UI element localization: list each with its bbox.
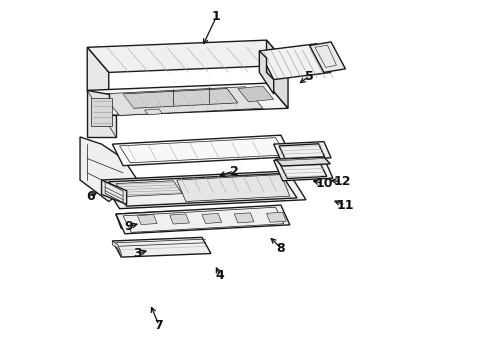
Polygon shape bbox=[87, 90, 116, 137]
Text: 2: 2 bbox=[230, 165, 239, 177]
Text: 7: 7 bbox=[154, 319, 163, 332]
Polygon shape bbox=[170, 214, 190, 224]
Polygon shape bbox=[275, 157, 330, 166]
Text: 10: 10 bbox=[315, 177, 333, 190]
Polygon shape bbox=[177, 175, 290, 202]
Polygon shape bbox=[259, 51, 274, 94]
Polygon shape bbox=[274, 158, 333, 181]
Polygon shape bbox=[101, 180, 126, 204]
Text: 12: 12 bbox=[333, 175, 350, 188]
Polygon shape bbox=[80, 137, 137, 202]
Polygon shape bbox=[91, 98, 112, 126]
Polygon shape bbox=[125, 214, 144, 225]
Polygon shape bbox=[101, 87, 263, 116]
Polygon shape bbox=[112, 135, 292, 166]
Text: 1: 1 bbox=[212, 10, 220, 23]
Text: 8: 8 bbox=[276, 242, 285, 255]
Polygon shape bbox=[87, 83, 288, 116]
Text: 5: 5 bbox=[305, 69, 314, 82]
Text: 9: 9 bbox=[124, 220, 133, 233]
Polygon shape bbox=[116, 205, 290, 234]
Polygon shape bbox=[101, 171, 306, 209]
Text: 11: 11 bbox=[337, 199, 354, 212]
Polygon shape bbox=[238, 86, 274, 102]
Polygon shape bbox=[202, 213, 221, 224]
Polygon shape bbox=[267, 40, 288, 108]
Polygon shape bbox=[87, 47, 109, 116]
Text: 4: 4 bbox=[216, 269, 224, 282]
Polygon shape bbox=[145, 213, 164, 224]
Polygon shape bbox=[137, 215, 157, 225]
Polygon shape bbox=[267, 212, 286, 222]
Polygon shape bbox=[112, 237, 211, 257]
Polygon shape bbox=[116, 181, 182, 197]
Polygon shape bbox=[274, 141, 331, 160]
Polygon shape bbox=[87, 40, 288, 72]
Polygon shape bbox=[234, 213, 254, 223]
Polygon shape bbox=[112, 241, 122, 257]
Polygon shape bbox=[310, 42, 345, 72]
Polygon shape bbox=[123, 89, 238, 108]
Polygon shape bbox=[116, 211, 179, 228]
Text: 6: 6 bbox=[86, 190, 95, 203]
Text: 3: 3 bbox=[133, 247, 142, 260]
Polygon shape bbox=[259, 44, 331, 80]
Polygon shape bbox=[145, 109, 163, 115]
